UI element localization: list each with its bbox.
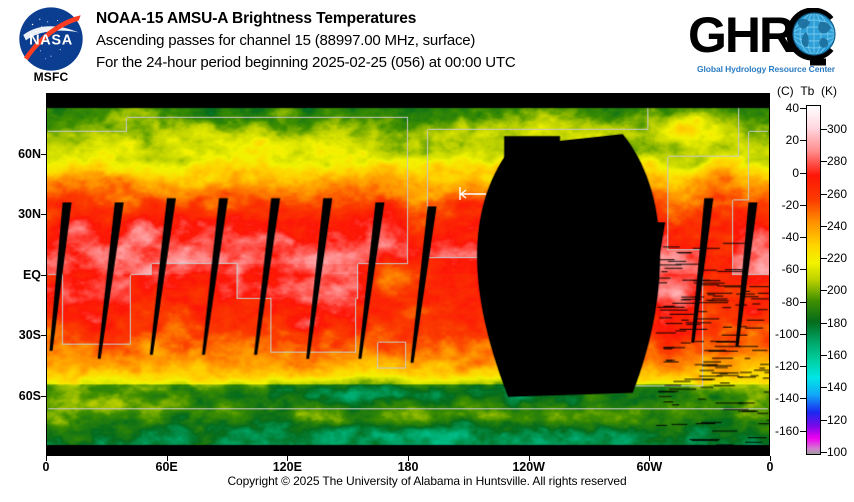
longitude-label: 0	[43, 460, 50, 474]
colorbar-label-kelvin: 180	[827, 316, 847, 330]
svg-text:NASA: NASA	[29, 32, 73, 48]
colorbar-label-kelvin: 260	[827, 187, 847, 201]
longitude-label: 0	[767, 460, 774, 474]
latitude-tick	[41, 214, 46, 215]
colorbar-gradient	[806, 105, 821, 455]
colorbar-label-kelvin: 200	[827, 283, 847, 297]
period-subtitle: For the 24-hour period beginning 2025-02…	[96, 52, 696, 74]
colorbar-label-celsius: 0	[792, 166, 799, 180]
colorbar-tick-c	[800, 366, 806, 367]
colorbar-label-kelvin: 240	[827, 219, 847, 233]
colorbar-label-celsius: -100	[775, 327, 799, 341]
colorbar-label-kelvin: 160	[827, 348, 847, 362]
colorbar-tick-c	[800, 302, 806, 303]
colorbar-unit-celsius: (C)	[777, 84, 794, 98]
colorbar: 40 20 0 -20 -40 -60 -80 -100 -120 -140 -160 300 280 2…	[806, 105, 821, 455]
ghrc-tagline: Global Hydrology Resource Center	[686, 64, 846, 74]
colorbar-tick-c	[800, 431, 806, 432]
longitude-label: 60W	[636, 460, 662, 474]
latitude-label: 30S	[19, 328, 41, 342]
colorbar-label-celsius: -60	[782, 262, 799, 276]
longitude-label: 120E	[273, 460, 302, 474]
swath-start-arrow-icon	[456, 187, 488, 200]
colorbar-unit-kelvin: (K)	[821, 84, 837, 98]
channel-subtitle: Ascending passes for channel 15 (88997.0…	[96, 30, 696, 52]
page-title: NOAA-15 AMSU-A Brightness Temperatures	[96, 8, 696, 30]
colorbar-label-celsius: -40	[782, 230, 799, 244]
colorbar-tick-c	[800, 334, 806, 335]
colorbar-label-celsius: 40	[786, 101, 799, 115]
svg-text:GHR: GHR	[688, 8, 795, 63]
colorbar-label-kelvin: 300	[827, 122, 847, 136]
latitude-tick	[41, 335, 46, 336]
latitude-label: 60S	[19, 389, 41, 403]
colorbar-tick-c	[800, 205, 806, 206]
latitude-tick	[41, 396, 46, 397]
ghrc-wordmark-icon: GHR	[686, 8, 846, 66]
ghrc-logo: GHR Global Hydrology Resource Center	[686, 8, 846, 80]
colorbar-label-celsius: -120	[775, 359, 799, 373]
colorbar-header: (C) Tb (K)	[777, 84, 837, 98]
colorbar-label-celsius: 20	[786, 133, 799, 147]
nasa-meatball-icon: NASA	[18, 6, 84, 72]
colorbar-tick-c	[800, 269, 806, 270]
latitude-label: EQ	[23, 268, 41, 282]
colorbar-tick-c	[800, 398, 806, 399]
copyright-notice: Copyright © 2025 The University of Alaba…	[0, 474, 854, 488]
colorbar-label-kelvin: 100	[827, 445, 847, 459]
longitude-label: 120W	[512, 460, 545, 474]
colorbar-tick-c	[800, 237, 806, 238]
colorbar-label-kelvin: 220	[827, 251, 847, 265]
latitude-label: 60N	[18, 147, 41, 161]
latitude-tick	[41, 275, 46, 276]
latitude-label: 30N	[18, 207, 41, 221]
colorbar-tick-c	[800, 140, 806, 141]
colorbar-tick-c	[800, 108, 806, 109]
visualization-page: NASA MSFC NOAA-15 AMSU-A Brightness Temp…	[0, 0, 854, 502]
colorbar-label-celsius: -140	[775, 391, 799, 405]
colorbar-label-kelvin: 120	[827, 413, 847, 427]
colorbar-variable: Tb	[800, 84, 814, 98]
colorbar-label-celsius: -80	[782, 295, 799, 309]
title-block: NOAA-15 AMSU-A Brightness Temperatures A…	[96, 8, 696, 74]
brightness-temperature-heatmap	[47, 94, 769, 455]
nasa-logo: NASA MSFC	[14, 6, 88, 84]
colorbar-label-celsius: -20	[782, 198, 799, 212]
longitude-label: 180	[398, 460, 419, 474]
colorbar-label-kelvin: 140	[827, 380, 847, 394]
colorbar-label-kelvin: 280	[827, 154, 847, 168]
map-frame	[46, 93, 770, 456]
map-plot: 60N 30N EQ 30S 60S 0 60E 120E 180 120W 60W 0	[46, 93, 770, 456]
nasa-center-label: MSFC	[14, 70, 88, 84]
colorbar-tick-c	[800, 173, 806, 174]
colorbar-label-celsius: -160	[775, 424, 799, 438]
longitude-label: 60E	[156, 460, 178, 474]
latitude-tick	[41, 154, 46, 155]
